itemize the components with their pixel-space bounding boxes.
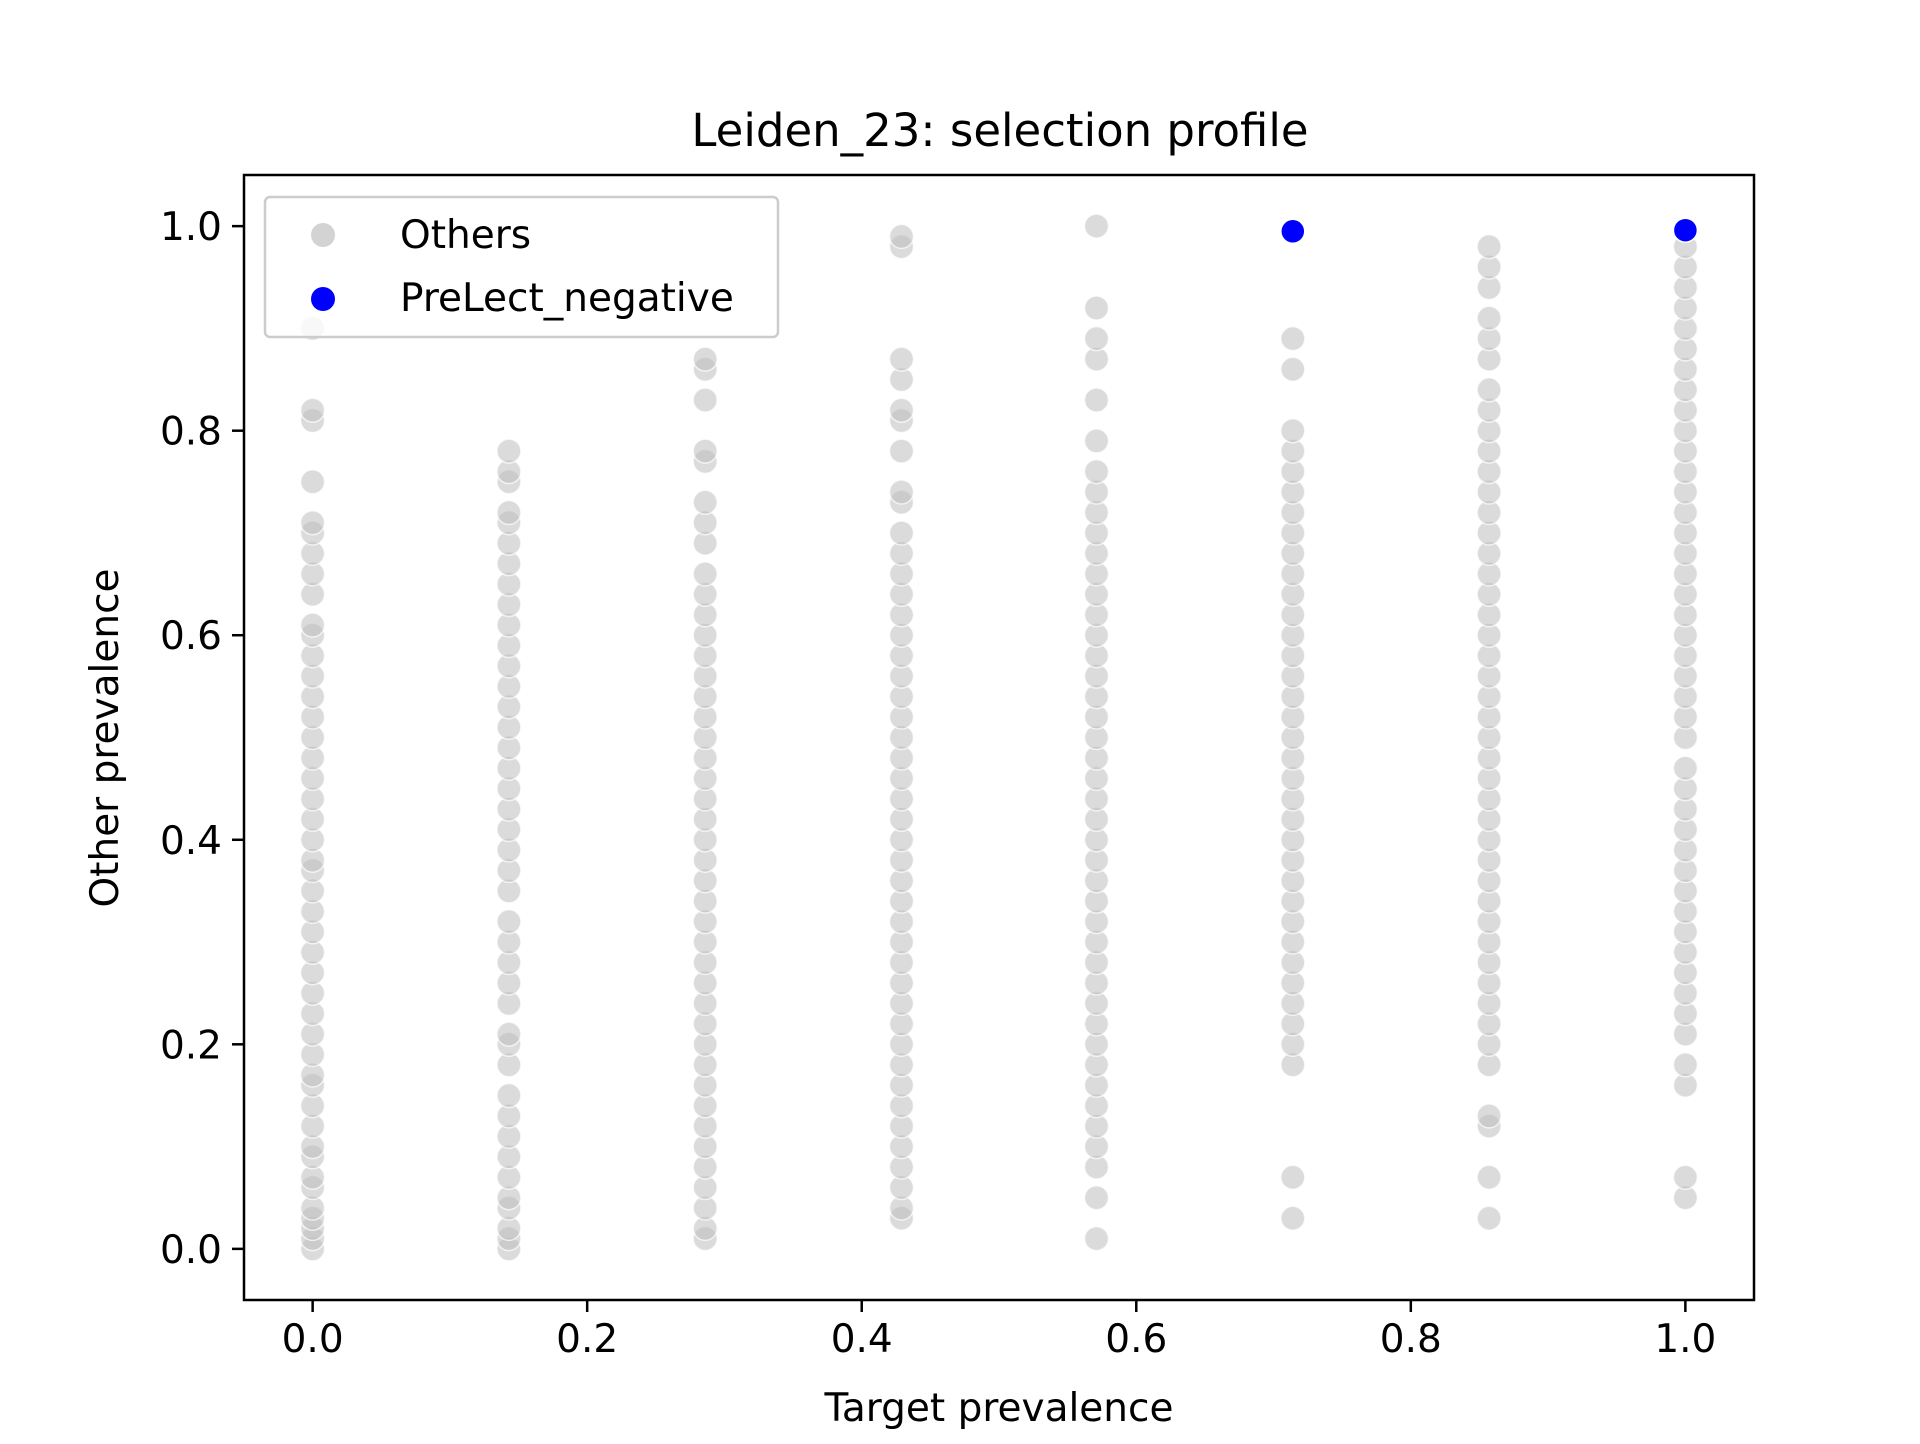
- legend: Others PreLect_negative: [263, 195, 780, 339]
- data-point-others: [1280, 356, 1306, 383]
- data-point-others: [1083, 213, 1110, 239]
- data-point-others: [692, 438, 718, 464]
- data-point-others: [1476, 1164, 1502, 1191]
- y-tick-label: 0.2: [160, 1023, 222, 1068]
- legend-marker-prelect-negative: [311, 287, 335, 311]
- data-point-others: [1476, 377, 1502, 403]
- data-point-others: [1280, 325, 1306, 352]
- data-point-others: [1083, 458, 1110, 485]
- y-tick-label: 0.0: [160, 1228, 222, 1273]
- data-point-others: [1672, 1164, 1699, 1191]
- y-axis-label: Other prevalence: [83, 568, 128, 907]
- x-axis-label: Target prevalence: [824, 1386, 1174, 1431]
- data-point-others: [692, 561, 718, 587]
- data-point-prelect-negative: [1672, 217, 1699, 243]
- data-point-others: [299, 612, 326, 638]
- data-point-others: [888, 397, 915, 423]
- y-tick-label: 0.8: [160, 410, 222, 455]
- data-point-others: [1476, 1103, 1502, 1129]
- data-point-others: [496, 499, 522, 526]
- data-point-prelect-negative: [1280, 218, 1306, 245]
- plot-area-frame: [242, 173, 1756, 1302]
- legend-label-others: Others: [400, 213, 531, 258]
- data-point-others: [1672, 1052, 1699, 1078]
- data-point-others: [692, 346, 718, 372]
- legend-box: [263, 195, 780, 339]
- data-point-others: [496, 908, 522, 935]
- y-axis-ticks: 0.0 0.2 0.4 0.6 0.8 1.0: [160, 205, 244, 1273]
- y-tick-label: 1.0: [160, 205, 222, 250]
- data-point-others: [1280, 417, 1306, 444]
- chart-title: Leiden_23: selection profile: [691, 104, 1308, 157]
- data-point-others: [1083, 428, 1110, 454]
- legend-marker-others: [311, 223, 335, 247]
- data-point-others: [1083, 1225, 1110, 1252]
- data-point-others: [1476, 305, 1502, 331]
- data-point-others: [1083, 325, 1110, 352]
- data-point-others: [1083, 387, 1110, 413]
- data-point-others: [299, 397, 326, 423]
- data-point-others: [299, 469, 326, 495]
- data-point-others: [1280, 1205, 1306, 1231]
- data-point-others: [888, 520, 915, 546]
- data-point-others: [299, 509, 326, 536]
- data-point-others: [496, 1082, 522, 1109]
- data-point-others: [496, 1021, 522, 1047]
- x-tick-label: 0.8: [1380, 1317, 1442, 1362]
- x-tick-label: 0.0: [282, 1317, 344, 1362]
- prelect-negative-points-group: [1280, 217, 1699, 245]
- y-tick-label: 0.4: [160, 819, 222, 864]
- x-tick-label: 0.2: [556, 1317, 618, 1362]
- data-point-others: [1476, 1205, 1502, 1231]
- data-point-others: [1083, 295, 1110, 321]
- data-point-others: [496, 438, 522, 464]
- x-tick-label: 0.4: [831, 1317, 893, 1362]
- x-tick-label: 0.6: [1105, 1317, 1167, 1362]
- data-point-others: [888, 346, 915, 372]
- data-point-others: [888, 223, 915, 250]
- data-point-others: [1083, 1184, 1110, 1211]
- y-tick-label: 0.6: [160, 614, 222, 659]
- legend-label-prelect-negative: PreLect_negative: [400, 276, 734, 321]
- data-point-others: [692, 489, 718, 516]
- data-point-others: [1672, 755, 1699, 781]
- others-points-group: [299, 213, 1699, 1262]
- data-point-others: [1280, 1164, 1306, 1191]
- data-point-others: [1476, 233, 1502, 260]
- data-point-others: [888, 438, 915, 464]
- data-point-others: [888, 479, 915, 505]
- data-point-others: [692, 387, 718, 413]
- x-axis-ticks: 0.0 0.2 0.4 0.6 0.8 1.0: [282, 1300, 1716, 1362]
- x-tick-label: 1.0: [1654, 1317, 1716, 1362]
